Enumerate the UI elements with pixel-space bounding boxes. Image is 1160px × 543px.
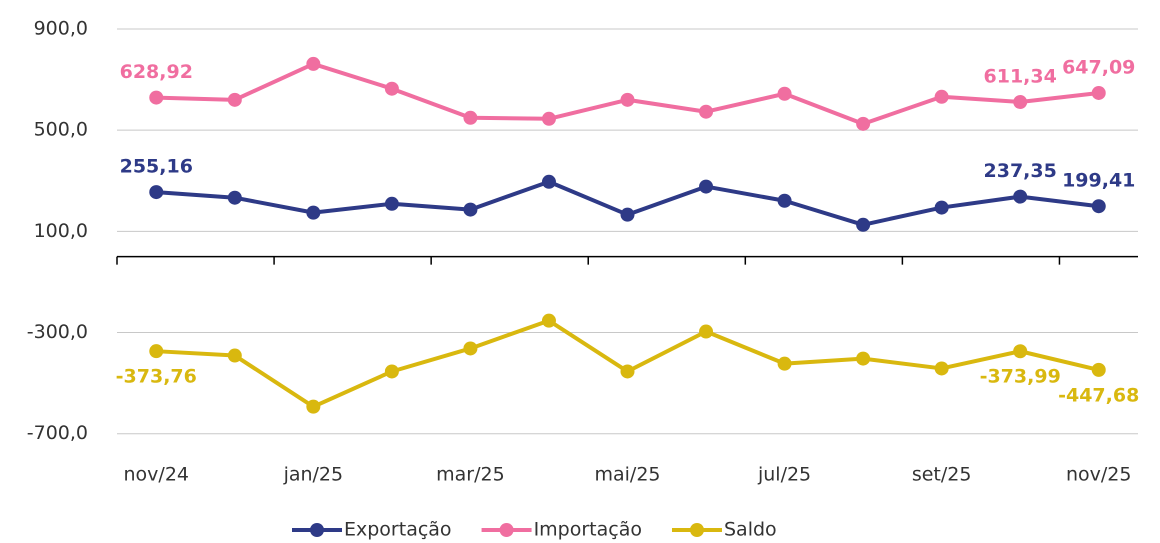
data-point <box>306 399 321 414</box>
legend-label: Saldo <box>724 519 777 541</box>
data-point <box>227 348 242 363</box>
data-point <box>463 341 478 356</box>
y-tick-label: -300,0 <box>27 321 88 343</box>
value-label: 647,09 <box>1062 56 1135 78</box>
value-label: 611,34 <box>984 66 1057 88</box>
data-point <box>149 344 164 359</box>
x-tick-label: mai/25 <box>594 464 660 486</box>
data-point <box>149 90 164 105</box>
legend-label: Exportação <box>344 519 452 541</box>
value-label: -373,99 <box>980 366 1061 388</box>
data-point <box>1091 85 1106 100</box>
value-label: 237,35 <box>984 160 1057 182</box>
y-tick-label: 900,0 <box>34 18 88 40</box>
data-point <box>306 56 321 71</box>
data-point <box>856 116 871 131</box>
data-point <box>699 324 714 339</box>
data-point <box>463 110 478 125</box>
data-point <box>384 81 399 96</box>
data-point <box>777 356 792 371</box>
data-point <box>1091 199 1106 214</box>
data-point <box>934 361 949 376</box>
data-point <box>541 174 556 189</box>
data-point <box>620 207 635 222</box>
x-tick-label: nov/25 <box>1066 464 1132 486</box>
x-tick-label: jan/25 <box>283 464 344 486</box>
legend-label: Importação <box>534 519 642 541</box>
data-point <box>384 364 399 379</box>
data-point <box>934 200 949 215</box>
value-label: 255,16 <box>120 156 193 178</box>
x-tick-label: set/25 <box>912 464 972 486</box>
data-point <box>227 92 242 107</box>
data-point <box>856 351 871 366</box>
data-point <box>1013 95 1028 110</box>
data-point <box>463 202 478 217</box>
data-point <box>306 205 321 220</box>
data-point <box>1013 344 1028 359</box>
data-point <box>777 193 792 208</box>
data-point <box>541 111 556 126</box>
legend-marker <box>689 523 704 537</box>
data-point <box>620 364 635 379</box>
x-tick-label: jul/25 <box>757 464 811 486</box>
data-point <box>541 313 556 328</box>
data-point <box>384 196 399 211</box>
value-label: -447,68 <box>1058 384 1139 406</box>
x-tick-label: mar/25 <box>436 464 505 486</box>
legend-marker <box>499 523 514 537</box>
value-label: 628,92 <box>120 61 193 83</box>
data-point <box>699 104 714 119</box>
y-tick-label: 500,0 <box>34 119 88 141</box>
data-point <box>620 92 635 107</box>
y-tick-label: -700,0 <box>27 422 88 444</box>
data-point <box>856 217 871 232</box>
series-line <box>156 318 1100 409</box>
data-point <box>699 179 714 194</box>
y-tick-label: 100,0 <box>34 220 88 242</box>
x-tick-label: nov/24 <box>124 464 190 486</box>
data-point <box>227 190 242 205</box>
value-label: 199,41 <box>1062 170 1135 192</box>
data-point <box>777 86 792 101</box>
data-point <box>1013 189 1028 204</box>
data-point <box>1091 362 1106 377</box>
value-label: -373,76 <box>116 366 197 388</box>
legend-marker <box>310 523 324 537</box>
data-point <box>149 185 164 200</box>
data-point <box>934 89 949 104</box>
